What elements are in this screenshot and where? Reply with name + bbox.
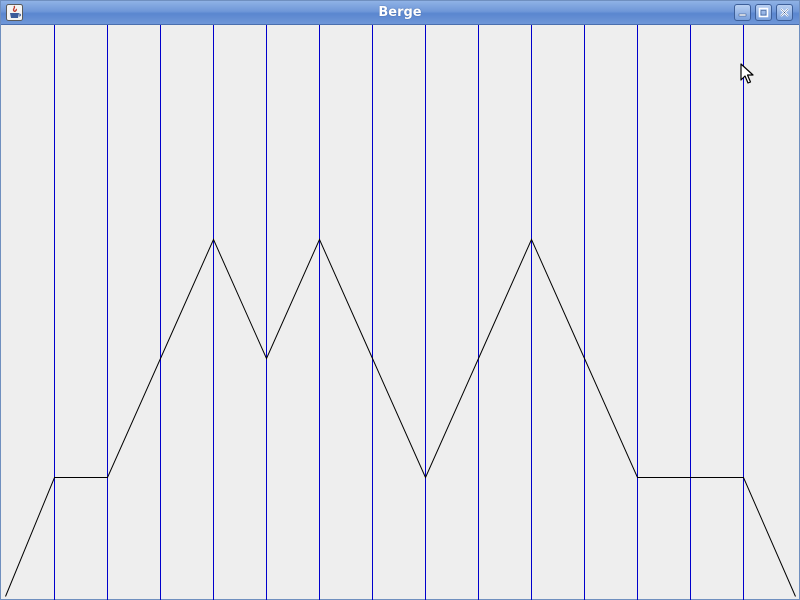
- window-title: Berge: [378, 5, 422, 20]
- mountain-profile-line: [5, 238, 796, 597]
- maximize-icon: [758, 7, 769, 18]
- mountain-drawing-canvas: [5, 25, 796, 600]
- close-icon: [780, 8, 789, 17]
- minimize-icon: [738, 13, 747, 17]
- minimize-button[interactable]: [734, 4, 751, 21]
- title-bar[interactable]: Berge: [1, 1, 799, 25]
- mouse-pointer-icon: [740, 63, 754, 84]
- maximize-button[interactable]: [755, 4, 772, 21]
- java-app-icon[interactable]: [6, 4, 23, 21]
- close-button[interactable]: [776, 4, 793, 21]
